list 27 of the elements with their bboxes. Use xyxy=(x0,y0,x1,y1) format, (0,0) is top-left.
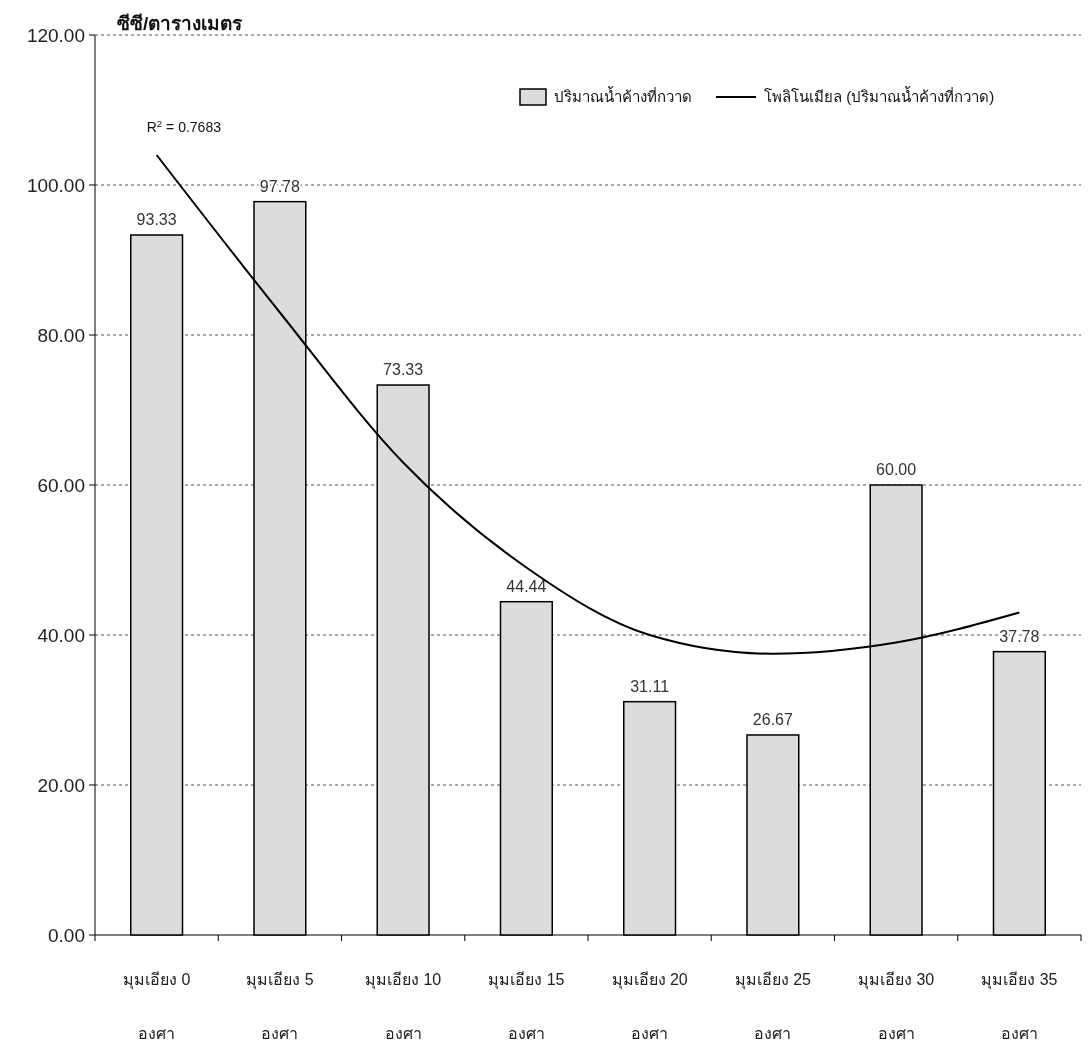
category-label: มุมเอียง 25 องศา xyxy=(734,971,811,1042)
category-label: มุมเอียง 0 องศา xyxy=(122,971,191,1042)
y-tick-label: 20.00 xyxy=(37,774,85,796)
annotation: R$^{2}$ = 0.7683 xyxy=(146,117,222,135)
y-tick-label: 0.00 xyxy=(48,924,85,946)
category-label: มุมเอียง 20 องศา xyxy=(611,971,688,1042)
y-tick-label: 100.00 xyxy=(26,174,85,196)
legend-label: ปริมาณน้ำค้างที่กวาด xyxy=(554,86,692,106)
legend-label: โพลิโนเมียล (ปริมาณน้ำค้างที่กวาด) xyxy=(764,86,995,106)
data-label: 37.78 xyxy=(999,627,1040,645)
y-tick-label: 40.00 xyxy=(37,624,85,646)
y-tick-label: 120.00 xyxy=(26,24,85,46)
category-label: มุมเอียง 15 องศา xyxy=(488,971,565,1042)
data-label: 60.00 xyxy=(876,461,917,478)
y-axis-title: ซีซี/ตารางเมตร xyxy=(117,13,244,34)
category-label: มุมเอียง 35 องศา xyxy=(981,971,1058,1042)
data-label: 93.33 xyxy=(136,211,177,229)
y-tick-label: 80.00 xyxy=(37,324,85,346)
data-label: 73.33 xyxy=(383,361,424,379)
data-label: 31.11 xyxy=(630,677,670,695)
category-label: มุมเอียง 5 องศา xyxy=(246,971,314,1042)
data-label: 26.67 xyxy=(752,710,793,728)
data-label: 97.78 xyxy=(259,177,300,195)
category-label: มุมเอียง 30 องศา xyxy=(858,971,935,1042)
y-tick-label: 60.00 xyxy=(37,474,85,496)
data-label: 44.44 xyxy=(506,577,547,595)
category-label: มุมเอียง 10 องศา xyxy=(365,971,442,1042)
